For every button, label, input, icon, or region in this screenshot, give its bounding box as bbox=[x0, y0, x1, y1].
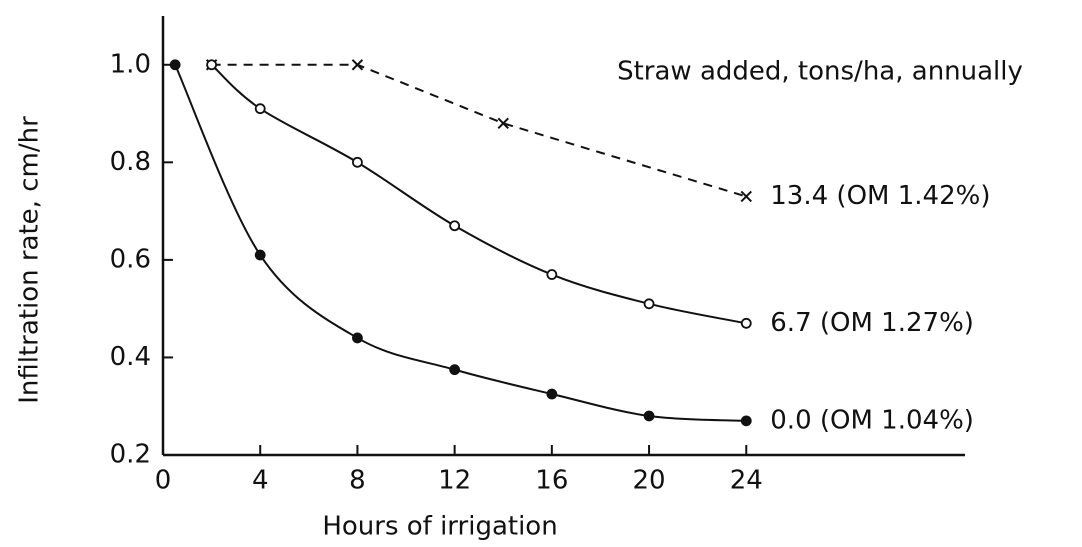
legend-label: 0.0 (OM 1.04%) bbox=[770, 405, 974, 435]
legend-label: 6.7 (OM 1.27%) bbox=[770, 308, 974, 338]
y-tick-label: 0.6 bbox=[110, 244, 151, 274]
marker bbox=[740, 415, 752, 427]
marker bbox=[352, 156, 363, 168]
marker bbox=[643, 298, 655, 310]
annotation: Straw added, tons/ha, annually bbox=[617, 57, 1023, 87]
series-line bbox=[174, 64, 747, 422]
x-tick-label: 4 bbox=[252, 466, 269, 496]
y-tick-label: 0.2 bbox=[110, 440, 151, 470]
x-tick-label: 16 bbox=[535, 466, 568, 496]
marker bbox=[740, 190, 752, 203]
marker bbox=[740, 317, 752, 329]
series-line bbox=[211, 63, 747, 198]
marker bbox=[206, 59, 218, 71]
x-tick-label: 20 bbox=[633, 466, 666, 496]
marker bbox=[643, 410, 655, 422]
y-axis-label: Infiltration rate, cm/hr bbox=[15, 116, 45, 404]
x-tick-label: 0 bbox=[155, 466, 172, 496]
marker bbox=[449, 364, 461, 376]
y-tick-label: 0.8 bbox=[110, 147, 151, 177]
marker bbox=[352, 332, 363, 344]
x-tick-label: 24 bbox=[730, 466, 763, 496]
x-tick-label: 8 bbox=[349, 466, 366, 496]
legend-label: 13.4 (OM 1.42%) bbox=[770, 181, 990, 211]
marker bbox=[546, 269, 558, 280]
marker bbox=[449, 220, 461, 232]
y-tick-label: 1.0 bbox=[110, 49, 151, 79]
marker bbox=[546, 388, 558, 400]
marker bbox=[254, 249, 266, 261]
y-tick-label: 0.4 bbox=[110, 342, 151, 372]
marker bbox=[497, 117, 509, 130]
x-tick-label: 12 bbox=[438, 466, 471, 496]
series-line bbox=[210, 64, 747, 325]
marker bbox=[351, 59, 364, 71]
marker bbox=[169, 59, 181, 71]
marker bbox=[254, 103, 266, 115]
x-axis-label: Hours of irrigation bbox=[322, 512, 557, 542]
